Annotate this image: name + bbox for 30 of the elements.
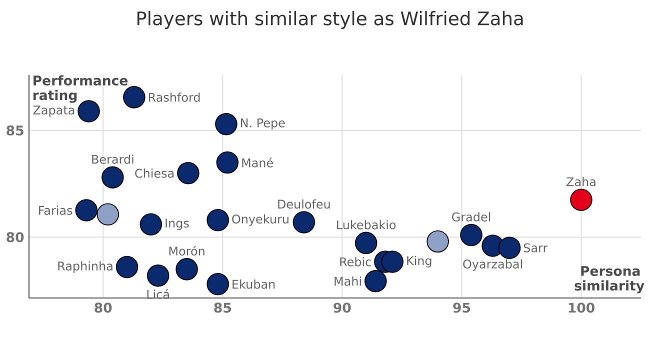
x-tick-label: 100 [568,302,594,313]
annotation: Zaha [566,176,596,186]
annotation: Oyarzabal [463,259,522,271]
annotation: Rebic [340,257,371,266]
annotation: Raphinha [58,261,112,273]
annotation: Chiesa [135,168,174,178]
x-tick-label: 80 [94,302,112,313]
annotation: Ings [166,218,189,230]
x-axis-title: Persona similarity [574,266,644,294]
annotation: Zapata [33,106,74,117]
annotation: Lukebakio [337,220,396,230]
annotation: Berardi [92,154,134,164]
annotation: Deulofeu [278,199,330,209]
annotation: King [407,256,432,268]
annotation: Mané [242,158,273,168]
x-tick-label: 90 [334,302,351,313]
annotation: N. Pepe [240,118,285,130]
annotation: Licá [147,289,169,299]
annotation: Onyekuru [232,214,288,226]
annotation: Morón [169,246,204,256]
annotation: Gradel [452,212,490,222]
annotation: Mahi [334,276,361,286]
annotation: Sarr [524,243,548,252]
annotation: Ekuban [232,280,275,289]
x-tick-label: 85 [214,302,231,313]
chart-title: Players with similar style as Wilfried Zaha [137,11,523,29]
x-tick-label: 95 [453,302,470,313]
y-axis-title: Performance rating [33,75,128,103]
annotation: Farias [39,206,72,215]
annotation: Rashford [148,92,200,102]
